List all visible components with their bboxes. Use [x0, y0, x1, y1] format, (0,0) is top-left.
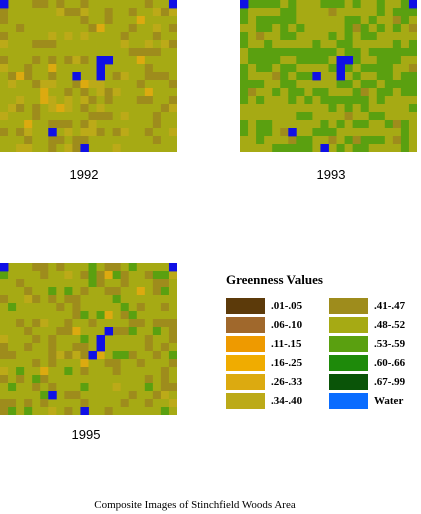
legend-label: .53-.59: [374, 338, 406, 350]
legend-swatch: [226, 355, 265, 371]
year-label-1995: 1995: [71, 427, 101, 442]
figure-caption: Composite Images of Stinchfield Woods Ar…: [94, 499, 296, 511]
legend-label: .67-.99: [374, 376, 406, 388]
legend-swatch: [329, 336, 368, 352]
legend-swatch: [329, 374, 368, 390]
legend-swatch: [329, 298, 368, 314]
legend-title: Greenness Values: [226, 272, 323, 287]
legend-label: Water: [374, 395, 404, 407]
legend-swatch: [329, 355, 368, 371]
year-label-1993: 1993: [316, 167, 346, 182]
legend-swatch: [226, 393, 265, 409]
greenness-map-1993: [240, 0, 417, 152]
legend-swatch: [226, 374, 265, 390]
legend-label: .01-.05: [271, 300, 303, 312]
greenness-map-1992: [0, 0, 177, 152]
year-label-1992: 1992: [69, 167, 99, 182]
legend-swatch: [226, 336, 265, 352]
legend-label: .41-.47: [374, 300, 406, 312]
legend-label: .26-.33: [271, 376, 303, 388]
legend-label: .60-.66: [374, 357, 406, 369]
legend-swatch: [226, 317, 265, 333]
legend-swatch: [329, 317, 368, 333]
legend-swatch: [226, 298, 265, 314]
legend-swatch: [329, 393, 368, 409]
greenness-map-1995: [0, 263, 177, 415]
legend-label: .48-.52: [374, 319, 406, 331]
legend-label: .34-.40: [271, 395, 303, 407]
legend-label: .16-.25: [271, 357, 303, 369]
legend-label: .11-.15: [271, 338, 302, 350]
legend-label: .06-.10: [271, 319, 303, 331]
